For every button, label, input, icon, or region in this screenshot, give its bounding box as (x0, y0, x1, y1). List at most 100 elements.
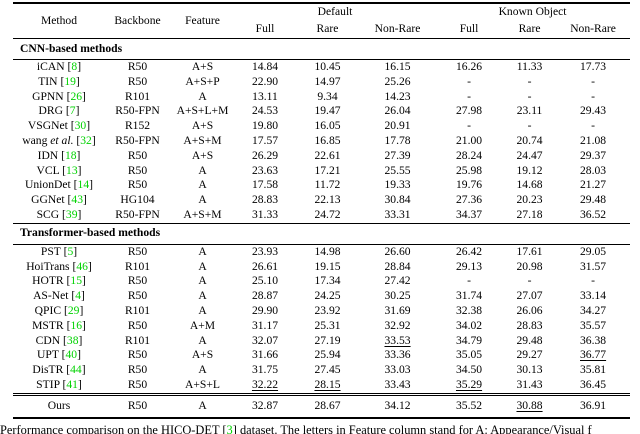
cell-backbone: R50 (127, 318, 148, 332)
col-header-default-full: Full (235, 21, 295, 39)
cell-feature: A+S+M (183, 207, 222, 221)
citation-link[interactable]: 19 (64, 74, 76, 88)
cell-method: iCAN [8] (36, 60, 82, 73)
citation-link[interactable]: 26 (70, 89, 83, 103)
cell-feature: A (198, 89, 207, 103)
cell-default-nonrare: 33.03 (384, 363, 411, 377)
cell-known-nonrare: - (591, 89, 595, 103)
cell-known-rare: - (527, 274, 532, 288)
table-row: GGNet [43] HG104 A 28.83 22.13 30.84 27.36 20.2… (13, 193, 630, 208)
cell-method: DRG [7] (38, 104, 80, 118)
caption-text-pre: Performance comparison on the HICO-DET [ (0, 423, 227, 434)
cell-known-full: 34.50 (455, 363, 483, 377)
citation-link[interactable]: 13 (66, 163, 78, 177)
cell-default-nonrare: 33.36 (384, 348, 411, 362)
citation-link[interactable]: 3 (226, 423, 233, 434)
cell-default-nonrare: 27.42 (384, 274, 411, 288)
cell-default-rare: 16.85 (314, 133, 341, 147)
citation-link[interactable]: 16 (70, 318, 83, 332)
results-table: Method Backbone Feature Default Known Ob… (13, 2, 631, 419)
cell-default-rare: 24.25 (314, 289, 341, 303)
cell-default-full: 13.11 (252, 89, 278, 103)
table-row: QPIC [29] R101 A 29.90 23.92 31.69 32.38 26.06 3… (13, 304, 630, 319)
cell-method: Ours (13, 392, 105, 419)
cell-default-rare: 14.98 (314, 244, 341, 258)
cell-method: MSTR [16] (32, 318, 86, 332)
citation-link[interactable]: 7 (69, 104, 76, 118)
table-row: DRG [7] R50-FPN A+S+L+M 24.53 19.47 26.04 27.9… (13, 104, 630, 119)
cell-default-nonrare: 25.55 (384, 163, 411, 177)
cell-default-rare: 22.13 (314, 193, 341, 207)
cell-default-nonrare: 20.91 (384, 119, 411, 133)
cell-default-rare: 16.05 (314, 119, 341, 133)
cell-backbone: R101 (124, 333, 151, 347)
citation-link[interactable]: 30 (74, 119, 87, 133)
cell-default-full: 28.83 (251, 193, 279, 207)
cell-feature: A+S (191, 119, 214, 133)
cell-default-full: 25.10 (251, 274, 279, 288)
cell-default-full: 23.63 (251, 163, 279, 177)
cell-default-full: 31.75 (251, 363, 279, 377)
cell-known-nonrare: 29.43 (580, 104, 607, 118)
citation-link[interactable]: 39 (65, 207, 78, 221)
table-body: CNN-based methods iCAN [8] R50 A+S 14.84 10.4… (13, 38, 631, 419)
table-row: MSTR [16] R50 A+M 31.17 25.31 32.92 34.02 28.83… (13, 319, 630, 334)
citation-link[interactable]: 38 (66, 333, 79, 347)
cell-default-nonrare: 30.25 (384, 289, 411, 303)
cell-backbone: R50 (127, 163, 148, 177)
col-header-default-rare: Rare (295, 21, 360, 39)
cell-default-full: 17.58 (251, 178, 279, 192)
cell-feature: A (198, 178, 207, 192)
header-group-row: Method Backbone Feature Default Known Ob… (13, 3, 630, 27)
cell-method: QPIC [29] (34, 303, 84, 317)
cell-default-full: 14.84 (251, 60, 279, 73)
cell-known-nonrare: 29.05 (580, 244, 607, 258)
col-header-default-nonrare: Non-Rare (360, 21, 436, 39)
cell-backbone: R50 (127, 274, 148, 288)
cell-known-rare: 20.98 (516, 259, 543, 273)
cell-known-rare: 27.07 (516, 289, 543, 303)
cell-default-full: 28.87 (251, 289, 279, 303)
cell-backbone: R50 (127, 289, 148, 303)
cell-known-rare: 30.13 (516, 363, 543, 377)
cell-known-full: - (467, 274, 471, 288)
cell-backbone: R152 (124, 119, 151, 133)
table-row: TIN [19] R50 A+S+P 22.90 14.97 25.26 - - - (13, 75, 630, 90)
cell-default-nonrare: 27.39 (384, 148, 411, 162)
col-header-known-rare: Rare (503, 21, 557, 39)
citation-link[interactable]: 8 (71, 60, 78, 73)
cell-feature: A (170, 392, 235, 419)
cell-known-rare: 26.06 (516, 303, 543, 317)
section-header-row: CNN-based methods (13, 38, 631, 60)
cell-known-nonrare: - (591, 74, 595, 88)
cell-known-rare: 27.18 (516, 207, 543, 221)
caption-text-post: ] dataset. The letters in Feature column… (232, 423, 592, 434)
citation-link[interactable]: 14 (77, 178, 90, 192)
citation-link[interactable]: 32 (80, 133, 92, 147)
cell-default-rare: 19.15 (314, 259, 341, 273)
citation-link[interactable]: 41 (66, 377, 78, 391)
citation-link[interactable]: 40 (65, 348, 78, 362)
citation-link[interactable]: 29 (67, 303, 80, 317)
cell-method: PST [5] (40, 244, 78, 258)
cell-default-nonrare: 34.12 (360, 392, 436, 419)
method-name-italic: et al. (47, 133, 74, 147)
citation-link[interactable]: 18 (64, 148, 77, 162)
citation-link[interactable]: 5 (67, 244, 74, 258)
citation-link[interactable]: 15 (70, 274, 83, 288)
citation-link[interactable]: 43 (71, 193, 83, 207)
cell-method: UPT [40] (37, 348, 81, 362)
cell-feature: A (198, 303, 207, 317)
citation-link[interactable]: 46 (76, 259, 88, 273)
cell-known-nonrare: 28.03 (580, 163, 607, 177)
cell-known-rare: 31.43 (516, 377, 543, 391)
cell-default-rare: 9.34 (317, 89, 338, 103)
cell-default-nonrare: 25.26 (384, 74, 411, 88)
cell-known-full: 35.05 (455, 348, 483, 362)
cell-known-rare: - (527, 89, 532, 103)
cell-known-rare: 14.68 (516, 178, 543, 192)
citation-link[interactable]: 44 (70, 363, 82, 377)
cell-known-full: 31.74 (455, 289, 483, 303)
citation-link[interactable]: 4 (75, 289, 82, 303)
